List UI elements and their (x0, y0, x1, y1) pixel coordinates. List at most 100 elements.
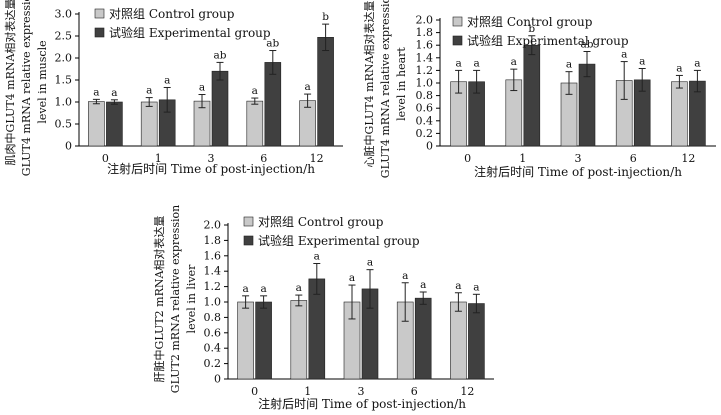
y-axis-label: level in liver (185, 264, 198, 334)
legend-swatch (94, 27, 105, 38)
y-tick-label: 0.6 (204, 326, 222, 339)
y-tick-label: 1.8 (204, 234, 222, 247)
x-tick-label: 6 (260, 152, 267, 165)
x-tick-label: 6 (630, 152, 637, 165)
y-axis-label: GLUT4 mRNA relative expression (20, 0, 33, 176)
y-tick-label: 0 (214, 373, 221, 386)
y-axis-label: 心脏中GLUT4 mRNA相对表达量 (362, 1, 376, 168)
x-tick-label: 12 (460, 385, 474, 398)
bar-experimental (317, 37, 334, 147)
significance-label: a (367, 257, 373, 269)
y-tick-label: 2.0 (204, 219, 222, 232)
legend-swatch (452, 35, 463, 46)
chart-muscle: 00.51.01.52.02.53.00a a1aa3aab6aab12ab注射后… (3, 0, 343, 176)
bar-control (88, 101, 105, 147)
significance-label: a (694, 57, 700, 69)
y-tick-label: 2.0 (55, 52, 73, 65)
x-tick-label: 12 (310, 152, 324, 165)
x-tick-label: 3 (575, 152, 582, 165)
y-tick-label: 1.0 (204, 296, 222, 309)
significance-label: a (639, 56, 645, 68)
x-axis-label: 注射后时间 Time of post-injection/h (107, 161, 315, 176)
legend-entry: 试验组 Experimental group (467, 33, 629, 48)
significance-label: ab (214, 49, 227, 61)
significance-label: a (146, 85, 152, 97)
x-tick-label: 0 (251, 385, 258, 398)
chart-heart: 00.20.40.60.81.01.21.41.61.82.00a a1ab3aa… (362, 0, 716, 179)
bar-control (237, 301, 254, 380)
y-tick-label: 0.6 (416, 102, 434, 115)
y-axis-label: 肌肉中GLUT4 mRNA相对表达量 (3, 0, 17, 165)
y-tick-label: 0.4 (204, 342, 222, 355)
bar-experimental (468, 303, 485, 380)
significance-label: a (260, 283, 266, 295)
y-tick-label: 2.0 (416, 14, 434, 27)
significance-label: a (93, 86, 99, 98)
y-tick-label: 1.8 (416, 26, 434, 39)
significance-label: ab (266, 38, 279, 50)
y-tick-label: 1.6 (204, 249, 222, 262)
legend-entry: 对照组 Control group (467, 15, 593, 29)
significance-label: b (528, 23, 535, 35)
significance-label: ab (581, 39, 594, 51)
chart-liver: 00.20.40.60.81.01.21.41.61.82.00a a1aa3aa… (152, 205, 494, 411)
legend-entry: 试验组 Experimental group (109, 25, 271, 40)
significance-label: a (473, 57, 479, 69)
significance-label: a (111, 87, 117, 99)
x-axis-label: 注射后时间 Time of post-injection/h (474, 164, 682, 179)
legend-swatch (452, 16, 463, 27)
legend-entry: 对照组 Control group (258, 215, 384, 229)
y-axis-label: GLUT2 mRNA relative expression (169, 205, 182, 393)
x-tick-label: 3 (208, 152, 215, 165)
bar-experimental (211, 70, 229, 147)
y-tick-label: 1.0 (55, 96, 73, 109)
y-tick-label: 1.4 (204, 265, 222, 278)
bar-experimental (106, 101, 123, 147)
significance-label: a (511, 56, 517, 68)
legend-entry: 对照组 Control group (109, 7, 235, 21)
legend-swatch (243, 216, 254, 227)
x-tick-label: 1 (304, 385, 311, 398)
x-tick-label: 1 (519, 152, 526, 165)
y-axis-label: level in heart (395, 47, 408, 121)
y-axis-label: GLUT4 mRNA relative expression (379, 0, 392, 178)
legend-entry: 试验组 Experimental group (258, 233, 420, 248)
y-tick-label: 0.4 (416, 114, 434, 127)
significance-label: a (296, 282, 302, 294)
y-tick-label: 0.8 (204, 311, 222, 324)
significance-label: a (199, 82, 205, 94)
significance-label: a (164, 74, 170, 86)
significance-label: a (349, 272, 355, 284)
significance-label: a (455, 280, 461, 292)
y-tick-label: 1.6 (416, 39, 434, 52)
bar-control (246, 100, 264, 147)
legend-swatch (243, 235, 254, 246)
y-tick-label: 0.2 (416, 127, 434, 140)
y-tick-label: 1.2 (416, 64, 434, 77)
significance-label: a (252, 85, 258, 97)
x-tick-label: 0 (102, 152, 109, 165)
bar-experimental (255, 301, 272, 380)
bar-control (671, 81, 688, 147)
x-tick-label: 6 (411, 385, 418, 398)
y-tick-label: 0.5 (55, 118, 73, 131)
y-tick-label: 0 (65, 140, 72, 153)
x-axis-label: 注射后时间 Time of post-injection/h (258, 396, 466, 411)
significance-label: a (420, 279, 426, 291)
x-tick-label: 12 (681, 152, 695, 165)
bar-experimental (414, 297, 432, 380)
significance-label: a (455, 57, 461, 69)
y-tick-label: 2.5 (55, 30, 73, 43)
x-tick-label: 3 (358, 385, 365, 398)
bar-control (140, 101, 158, 147)
y-tick-label: 0.2 (204, 357, 222, 370)
significance-label: a (566, 59, 572, 71)
y-tick-label: 1.2 (204, 280, 222, 293)
x-tick-label: 0 (464, 152, 471, 165)
y-tick-label: 1.5 (55, 74, 73, 87)
legend-swatch (94, 8, 105, 19)
significance-label: b (322, 11, 329, 23)
y-tick-label: 0.8 (416, 89, 434, 102)
bar-control (290, 300, 308, 380)
